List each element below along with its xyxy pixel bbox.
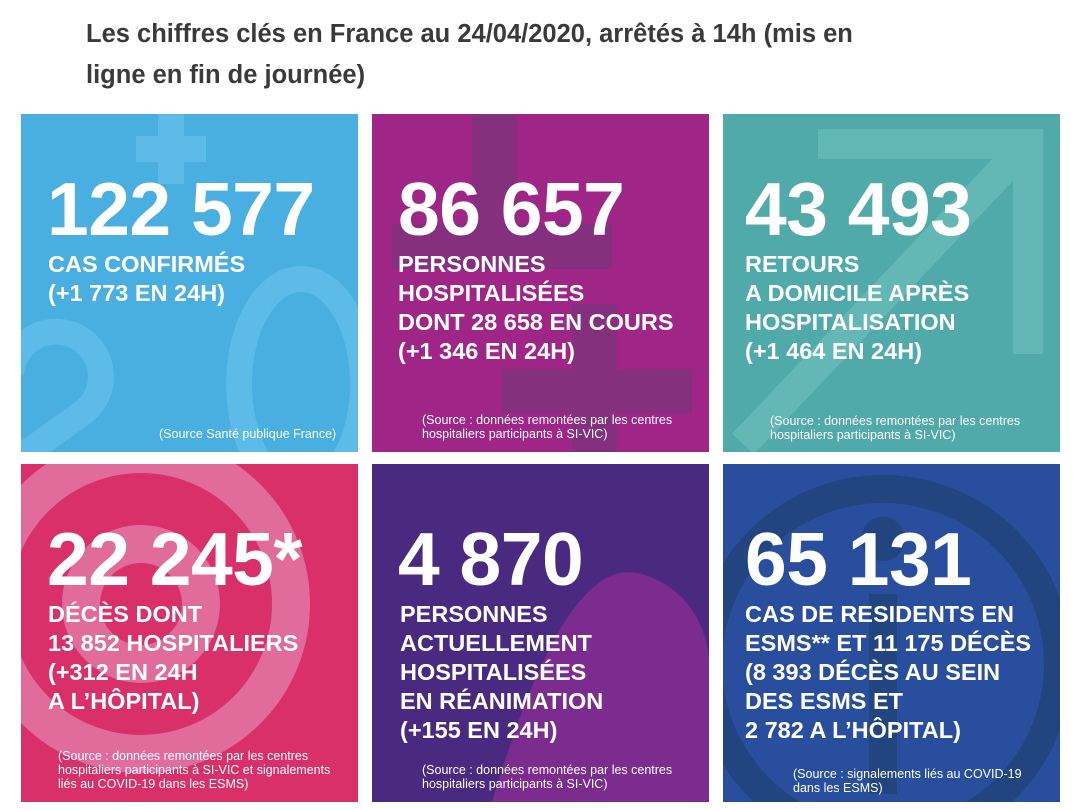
stat-label-line: DES ESMS ET [745,688,904,714]
stat-label: PERSONNES ACTUELLEMENT HOSPITALISÉES EN … [400,600,603,745]
source-line: (Source : données remontées par les cent… [422,763,673,777]
stat-number: 86 657 [398,167,625,251]
source-line: (Source : données remontées par les cent… [58,749,309,763]
source-note: (Source : données remontées par les cent… [422,763,672,791]
background-cross-decoration [392,114,692,452]
stat-label-line: DONT 28 658 EN COURS [398,309,674,335]
tile-esms: 65 131 CAS DE RESIDENTS EN ESMS** ET 11 … [723,464,1060,802]
stat-label-line: HOSPITALISÉES [398,280,585,306]
tile-cas-confirmes: 122 577 CAS CONFIRMÉS (+1 773 EN 24H) (S… [21,114,358,452]
background-target-decoration [21,464,310,773]
tile-retours-domicile: 43 493 RETOURS A DOMICILE APRÈS HOSPITAL… [723,114,1060,452]
stat-number: 22 245* [47,517,303,601]
stat-label: PERSONNES HOSPITALISÉES DONT 28 658 EN C… [398,250,674,366]
stat-label-line: ACTUELLEMENT [400,630,592,656]
stat-label: CAS CONFIRMÉS (+1 773 EN 24H) [48,250,245,308]
stat-label-line: EN RÉANIMATION [400,688,604,714]
stat-label-line: A DOMICILE APRÈS [745,280,970,306]
stat-label-line: 13 852 HOSPITALIERS [48,630,299,656]
stat-label-line: CAS DE RESIDENTS EN [745,601,1014,627]
tile-reanimation: 4 870 PERSONNES ACTUELLEMENT HOSPITALISÉ… [372,464,709,802]
background-digits-decoration [21,114,358,452]
stat-label-line: (+1 773 EN 24H) [48,280,225,306]
stat-label-line: PERSONNES [398,251,546,277]
source-line: liés au COVID-19 dans les ESMS) [58,777,249,791]
stat-label: CAS DE RESIDENTS EN ESMS** ET 11 175 DÉC… [745,600,1031,745]
source-line: hospitaliers participants à SI-VIC) [422,777,608,791]
tile-personnes-hospitalisees: 86 657 PERSONNES HOSPITALISÉES DONT 28 6… [372,114,709,452]
stat-label: DÉCÈS DONT 13 852 HOSPITALIERS (+312 EN … [48,600,298,716]
source-note: (Source : données remontées par les cent… [58,749,330,791]
stat-label-line: (+312 EN 24H [48,659,198,685]
source-note: (Source : données remontées par les cent… [770,414,1020,442]
stat-label-line: (8 393 DÉCÈS AU SEIN [745,659,1001,685]
page-title-line-1: Les chiffres clés en France au 24/04/202… [86,20,853,48]
stat-number: 122 577 [47,167,315,251]
stat-label-line: HOSPITALISATION [745,309,956,335]
stat-label-line: DÉCÈS DONT [48,601,203,627]
stat-label-line: PERSONNES [400,601,548,627]
source-line: (Source : données remontées par les cent… [422,413,673,427]
source-note: (Source : signalements liés au COVID-19 … [793,767,1022,795]
stat-number: 43 493 [745,167,972,251]
stat-label-line: (+1 346 EN 24H) [398,338,575,364]
stat-label: RETOURS A DOMICILE APRÈS HOSPITALISATION… [745,250,969,366]
stat-label-line: CAS CONFIRMÉS [48,251,246,277]
source-line: (Source : signalements liés au COVID-19 [793,767,1022,781]
source-line: (Source : données remontées par les cent… [770,414,1021,428]
source-line: hospitaliers participants à SI-VIC) [422,427,608,441]
stat-label-line: (+1 464 EN 24H) [745,338,922,364]
stat-label-line: HOSPITALISÉES [400,659,587,685]
stat-label-line: 2 782 A L’HÔPITAL) [745,717,961,743]
source-line: hospitaliers participants à SI-VIC) [770,428,956,442]
background-wave-decoration [492,572,709,802]
page-title-line-2: ligne en fin de journée) [86,61,366,89]
source-note: (Source Santé publique France) [159,427,336,441]
stat-number: 4 870 [398,517,584,601]
background-info-decoration [723,475,1060,802]
stat-label-line: ESMS** ET 11 175 DÉCÈS [745,630,1032,656]
tile-deces: 22 245* DÉCÈS DONT 13 852 HOSPITALIERS (… [21,464,358,802]
source-note: (Source : données remontées par les cent… [422,413,672,441]
stat-label-line: A L’HÔPITAL) [48,688,200,714]
stat-label-line: (+155 EN 24H) [400,717,558,743]
page-title: Les chiffres clés en France au 24/04/202… [86,14,986,96]
source-line: (Source Santé publique France) [159,427,337,441]
source-line: hospitaliers participants à SI-VIC et si… [58,763,331,777]
background-arrow-decoration [732,129,1043,452]
stat-label-line: RETOURS [745,251,860,277]
stat-number: 65 131 [745,517,972,601]
source-line: dans les ESMS) [793,781,883,795]
